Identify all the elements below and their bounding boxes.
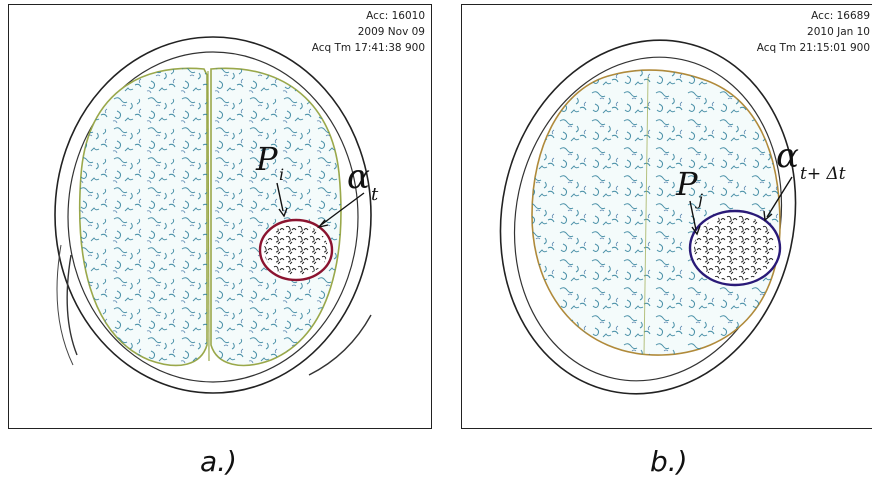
scan-panel-a: Acc: 16010 2009 Nov 09 Acq Tm 17:41:38 9… bbox=[8, 4, 432, 429]
scan-date-a: 2009 Nov 09 bbox=[357, 26, 425, 38]
caption-a: a.) bbox=[200, 445, 237, 478]
scan-panel-b: Acc: 16689 2010 Jan 10 Acq Tm 21:15:01 9… bbox=[461, 4, 872, 429]
label-p-sub-b: j bbox=[695, 190, 703, 209]
label-p-b: P bbox=[675, 165, 698, 203]
acq-time-b: Acq Tm 21:15:01 900 bbox=[756, 42, 870, 54]
scan-metadata-a: Acc: 16010 2009 Nov 09 Acq Tm 17:41:38 9… bbox=[312, 8, 425, 56]
brain-scan-image-a: P i α t bbox=[54, 36, 379, 394]
label-p-sub-a: i bbox=[279, 165, 284, 184]
acq-time-a: Acq Tm 17:41:38 900 bbox=[311, 42, 425, 54]
label-alpha-sub-a: t bbox=[371, 184, 379, 205]
scan-metadata-b: Acc: 16689 2010 Jan 10 Acq Tm 21:15:01 9… bbox=[757, 8, 870, 56]
caption-b: b.) bbox=[650, 445, 688, 478]
brain-scan-image-b: P j α t+ Δt bbox=[499, 39, 846, 395]
acc-value-a: Acc: 16010 bbox=[366, 10, 425, 22]
label-alpha-a: α bbox=[347, 157, 370, 197]
label-p-a: P bbox=[255, 140, 278, 178]
scan-date-b: 2010 Jan 10 bbox=[807, 26, 870, 38]
label-alpha-b: α bbox=[776, 136, 799, 176]
acc-value-b: Acc: 16689 bbox=[811, 10, 870, 22]
label-alpha-sub-b: t+ Δt bbox=[800, 164, 846, 184]
